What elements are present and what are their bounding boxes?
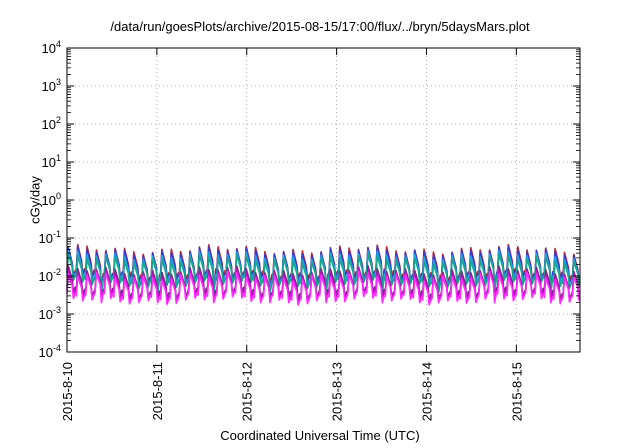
series-line-7 bbox=[66, 270, 580, 306]
x-axis-label: Coordinated Universal Time (UTC) bbox=[220, 428, 420, 443]
y-tick-label: 102 bbox=[42, 115, 61, 132]
y-tick-label: 10-4 bbox=[39, 343, 61, 360]
series-group bbox=[66, 243, 580, 306]
y-tick-label: 103 bbox=[42, 77, 61, 94]
x-tick-label: 2015-8-15 bbox=[509, 362, 524, 421]
y-tick-label: 104 bbox=[42, 39, 61, 56]
x-tick-label: 2015-8-14 bbox=[419, 362, 434, 421]
x-tick-label: 2015-8-10 bbox=[60, 362, 75, 421]
x-tick-label: 2015-8-11 bbox=[150, 362, 165, 420]
y-tick-label: 10-1 bbox=[39, 229, 61, 246]
y-tick-label: 100 bbox=[42, 191, 61, 208]
y-tick-label: 10-3 bbox=[39, 305, 61, 322]
y-axis-label: cGy/day bbox=[27, 176, 43, 224]
grid bbox=[67, 48, 580, 352]
axis-ticks: 10-4 10-3 10-2 10-1 100 101 102 103 104 2015-8-10… bbox=[39, 39, 580, 421]
chart-title: /data/run/goesPlots/archive/2015-08-15/1… bbox=[110, 19, 530, 34]
y-tick-label: 10-2 bbox=[39, 267, 61, 284]
x-tick-label: 2015-8-12 bbox=[240, 362, 255, 421]
x-tick-label: 2015-8-13 bbox=[330, 362, 345, 421]
y-tick-label: 101 bbox=[42, 153, 61, 170]
